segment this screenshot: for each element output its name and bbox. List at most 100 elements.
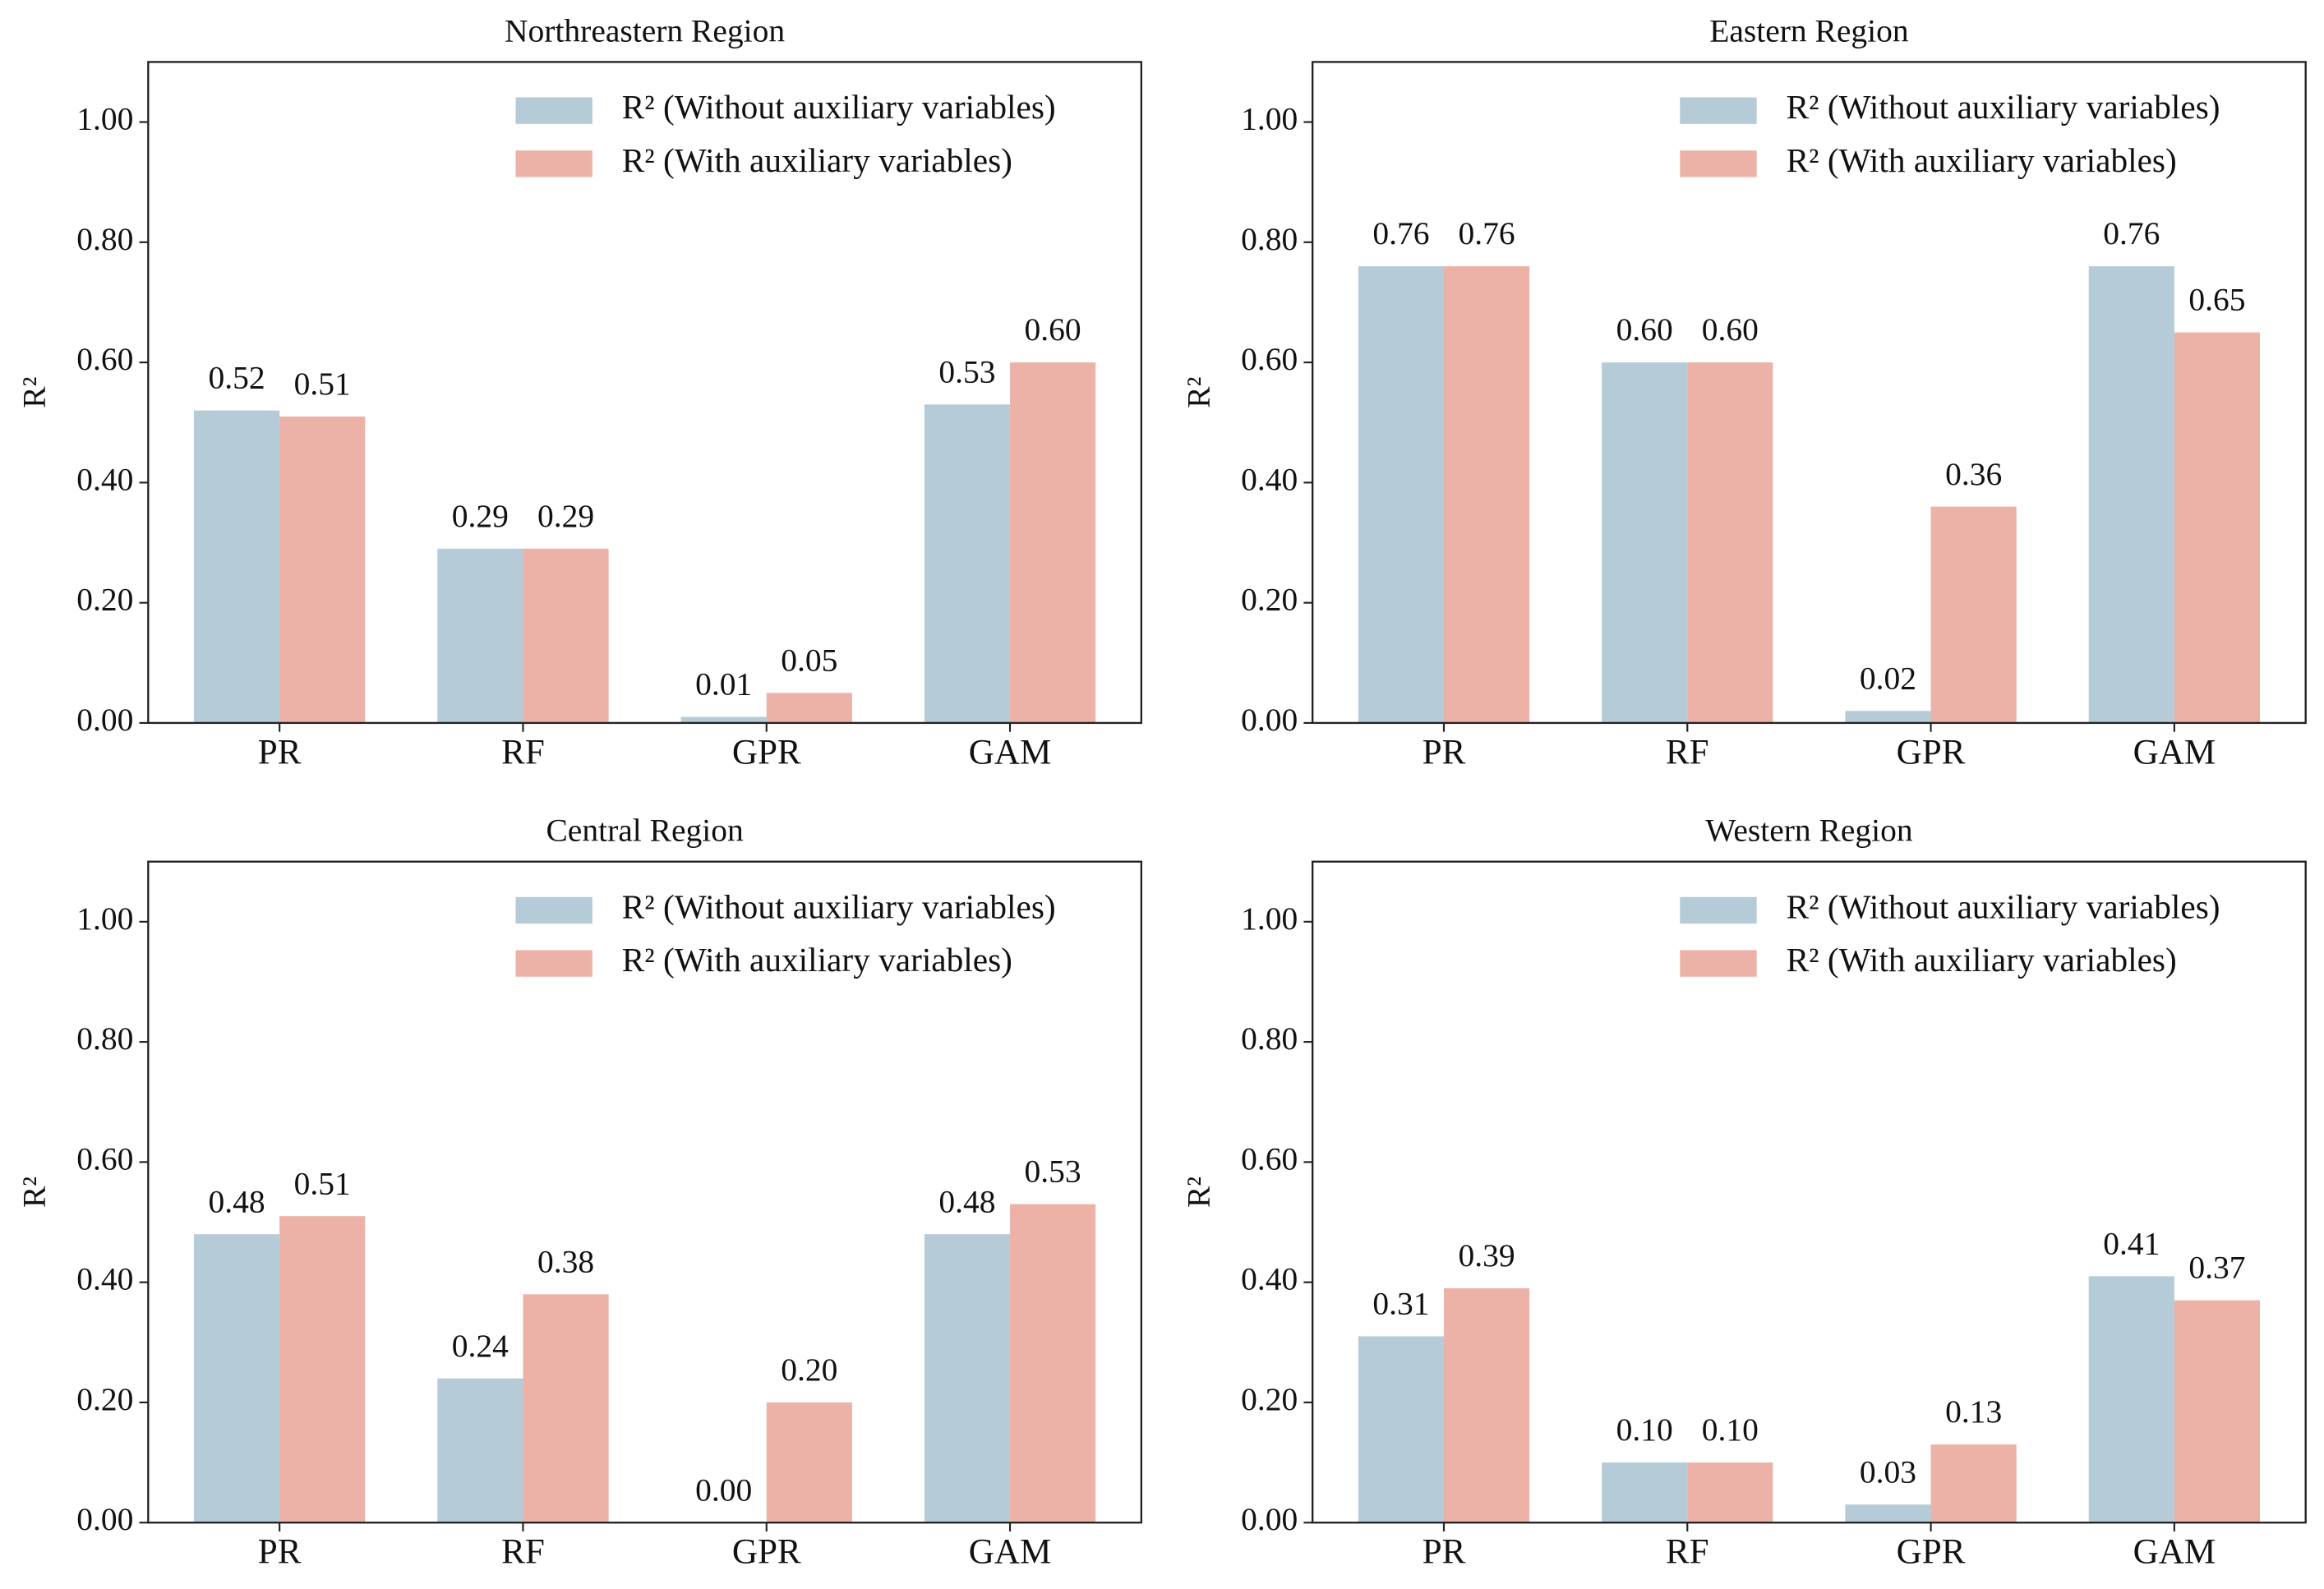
value-label: 0.29 bbox=[452, 498, 509, 534]
bar bbox=[1687, 1462, 1773, 1523]
y-tick-label: 1.00 bbox=[76, 900, 133, 937]
value-label: 0.76 bbox=[1372, 215, 1429, 251]
value-label: 0.05 bbox=[781, 642, 837, 678]
value-label: 0.51 bbox=[294, 1165, 351, 1201]
value-label: 0.01 bbox=[695, 666, 752, 702]
value-label: 0.20 bbox=[781, 1352, 837, 1388]
bar bbox=[194, 410, 280, 723]
chart-title: Eastern Region bbox=[1709, 12, 1909, 48]
x-tick-label: RF bbox=[1666, 733, 1709, 771]
axes-frame bbox=[1311, 860, 2307, 1524]
x-tick-label: PR bbox=[258, 733, 302, 771]
bar bbox=[2088, 1276, 2174, 1523]
value-label: 0.76 bbox=[2103, 215, 2160, 251]
bar bbox=[1602, 1462, 1688, 1523]
x-tick-label: GPR bbox=[1897, 1533, 1966, 1572]
value-label: 0.48 bbox=[938, 1183, 995, 1219]
value-label: 0.39 bbox=[1458, 1237, 1515, 1274]
y-tick-label: 0.40 bbox=[76, 1261, 133, 1297]
bar bbox=[1930, 506, 2017, 723]
y-tick-label: 0.00 bbox=[76, 1501, 133, 1537]
x-tick-label: GAM bbox=[2133, 1533, 2216, 1572]
y-tick-label: 0.40 bbox=[1241, 1261, 1298, 1297]
bar bbox=[523, 1294, 609, 1523]
x-tick-label: GPR bbox=[732, 733, 801, 771]
x-tick-label: GAM bbox=[2133, 733, 2216, 771]
bar bbox=[279, 1216, 366, 1523]
bar bbox=[766, 1402, 852, 1523]
value-label: 0.60 bbox=[1616, 311, 1673, 348]
value-label: 0.51 bbox=[294, 366, 351, 402]
legend-label: R² (With auxiliary variables) bbox=[622, 941, 1012, 979]
bar bbox=[1010, 362, 1096, 723]
bar bbox=[1930, 1444, 2017, 1523]
y-tick-label: 0.20 bbox=[76, 582, 133, 618]
value-label: 0.10 bbox=[1616, 1412, 1673, 1448]
legend-swatch bbox=[515, 97, 593, 124]
legend-label: R² (With auxiliary variables) bbox=[1787, 941, 2177, 979]
axes-frame bbox=[1311, 61, 2307, 725]
bar bbox=[437, 548, 523, 723]
value-label: 0.65 bbox=[2188, 282, 2245, 318]
value-label: 0.03 bbox=[1860, 1453, 1916, 1490]
value-label: 0.60 bbox=[1025, 311, 1081, 348]
y-tick-label: 0.40 bbox=[76, 461, 133, 497]
value-label: 0.53 bbox=[938, 353, 995, 389]
y-tick-label: 0.40 bbox=[1241, 461, 1298, 497]
bar bbox=[194, 1234, 280, 1523]
y-tick-label: 0.80 bbox=[1241, 221, 1298, 257]
y-tick-label: 0.00 bbox=[1241, 702, 1298, 738]
chart-title: Western Region bbox=[1705, 813, 1913, 849]
value-label: 0.24 bbox=[452, 1328, 509, 1364]
value-label: 0.00 bbox=[695, 1472, 752, 1508]
y-tick-label: 0.60 bbox=[1241, 1140, 1298, 1177]
legend-label: R² (With auxiliary variables) bbox=[1787, 141, 2177, 180]
value-label: 0.52 bbox=[209, 360, 265, 396]
y-tick-label: 1.00 bbox=[1241, 900, 1298, 937]
value-label: 0.60 bbox=[1702, 311, 1759, 348]
bar bbox=[2174, 332, 2261, 723]
legend-label: R² (With auxiliary variables) bbox=[622, 141, 1012, 180]
bar bbox=[437, 1378, 523, 1523]
y-tick-label: 0.20 bbox=[1241, 1381, 1298, 1417]
y-tick-label: 0.00 bbox=[1241, 1501, 1298, 1537]
y-tick-label: 0.20 bbox=[76, 1381, 133, 1417]
bar bbox=[1358, 266, 1444, 723]
x-tick-label: RF bbox=[501, 733, 545, 771]
y-tick-label: 0.60 bbox=[1241, 341, 1298, 377]
legend-swatch bbox=[1680, 97, 1757, 124]
value-label: 0.53 bbox=[1025, 1154, 1081, 1190]
x-tick-label: RF bbox=[501, 1533, 545, 1572]
bar bbox=[279, 416, 366, 723]
y-tick-label: 1.00 bbox=[76, 101, 133, 137]
x-tick-label: GAM bbox=[969, 733, 1052, 771]
legend-swatch bbox=[1680, 896, 1757, 924]
x-tick-label: PR bbox=[1423, 1533, 1466, 1572]
bar bbox=[1602, 362, 1688, 723]
x-tick-label: RF bbox=[1666, 1533, 1709, 1572]
legend-swatch bbox=[1680, 150, 1757, 177]
bar bbox=[1845, 711, 1931, 723]
y-tick-label: 0.20 bbox=[1241, 582, 1298, 618]
value-label: 0.38 bbox=[537, 1243, 594, 1279]
value-label: 0.02 bbox=[1860, 660, 1916, 696]
bar bbox=[1358, 1336, 1444, 1523]
legend-swatch bbox=[515, 896, 593, 924]
x-tick-label: PR bbox=[258, 1533, 302, 1572]
y-axis-label: R² bbox=[1181, 377, 1217, 408]
chart-title: Central Region bbox=[546, 813, 743, 849]
axes-frame bbox=[147, 61, 1143, 725]
y-axis-label: R² bbox=[1181, 1177, 1217, 1208]
y-tick-label: 0.80 bbox=[76, 1020, 133, 1057]
legend-label: R² (Without auxiliary variables) bbox=[1787, 88, 2220, 127]
bar bbox=[2174, 1300, 2261, 1523]
bar bbox=[1687, 362, 1773, 723]
bar bbox=[680, 716, 767, 723]
y-tick-label: 0.60 bbox=[76, 341, 133, 377]
value-label: 0.31 bbox=[1372, 1286, 1429, 1322]
bar bbox=[523, 548, 609, 723]
x-tick-label: GAM bbox=[969, 1533, 1052, 1572]
legend-swatch bbox=[515, 150, 593, 177]
